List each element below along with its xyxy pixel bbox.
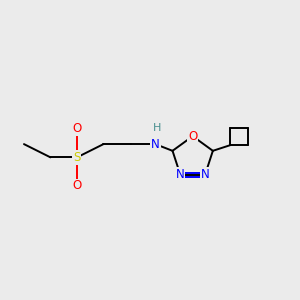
Text: O: O xyxy=(72,122,82,135)
Text: N: N xyxy=(151,138,160,151)
Text: H: H xyxy=(153,123,161,133)
Text: O: O xyxy=(72,179,82,192)
Text: N: N xyxy=(201,168,209,181)
Text: O: O xyxy=(188,130,197,143)
Text: S: S xyxy=(73,151,81,164)
Text: N: N xyxy=(176,168,184,181)
